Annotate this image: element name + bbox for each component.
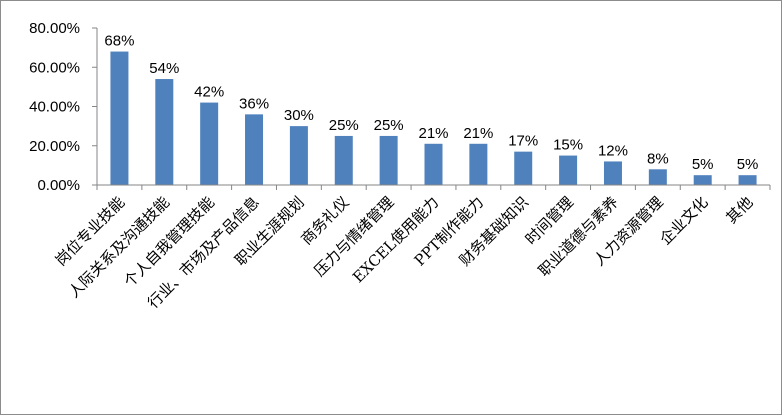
data-label: 21% bbox=[418, 125, 448, 142]
y-axis-ticks: 0.00% 20.00% 40.00% 60.00% 80.00% bbox=[29, 20, 97, 194]
bar bbox=[110, 51, 129, 185]
bar bbox=[424, 143, 443, 185]
category-label: 职业道德与素养 bbox=[535, 193, 622, 280]
data-label: 8% bbox=[647, 150, 669, 167]
bar bbox=[379, 135, 398, 185]
axes bbox=[96, 28, 770, 190]
category-label: 其他 bbox=[722, 193, 756, 227]
data-label: 17% bbox=[508, 133, 538, 150]
y-tick-label: 40.00% bbox=[29, 99, 80, 116]
data-label: 30% bbox=[284, 107, 314, 124]
data-label: 12% bbox=[598, 142, 628, 159]
y-tick-label: 80.00% bbox=[29, 20, 80, 37]
bar bbox=[469, 143, 488, 185]
data-label: 15% bbox=[553, 137, 583, 154]
bar bbox=[200, 102, 219, 185]
data-label: 5% bbox=[737, 156, 759, 173]
bar bbox=[738, 175, 757, 185]
bars bbox=[110, 51, 771, 190]
bar bbox=[693, 175, 712, 185]
data-label: 68% bbox=[104, 33, 134, 50]
data-label: 42% bbox=[194, 84, 224, 101]
bar bbox=[648, 169, 667, 185]
y-tick-label: 60.00% bbox=[29, 59, 80, 76]
bar bbox=[245, 114, 264, 185]
bar bbox=[289, 126, 308, 185]
y-tick-label: 20.00% bbox=[29, 138, 80, 155]
data-label: 25% bbox=[329, 117, 359, 134]
bar bbox=[155, 79, 174, 185]
bar bbox=[514, 151, 533, 185]
data-label: 54% bbox=[149, 60, 179, 77]
data-label: 21% bbox=[463, 125, 493, 142]
bar bbox=[334, 135, 353, 185]
category-label: 压力与情绪管理 bbox=[310, 193, 397, 280]
data-label: 5% bbox=[692, 156, 714, 173]
bar bbox=[559, 155, 578, 185]
y-tick-label: 0.00% bbox=[37, 177, 80, 194]
bar bbox=[603, 161, 622, 185]
category-label: 企业文化 bbox=[656, 193, 711, 248]
data-label: 36% bbox=[239, 95, 269, 112]
category-labels: 岗位专业技能人际关系及沟通技能个人自我管理技能行业、市场及产品信息职业生涯规划商… bbox=[52, 193, 757, 312]
data-label: 25% bbox=[374, 117, 404, 134]
data-labels: 68% 54% 42% 36% 30% 25% 25% 21% 21% 17% 15% 12% 8% 5%… bbox=[104, 33, 758, 174]
